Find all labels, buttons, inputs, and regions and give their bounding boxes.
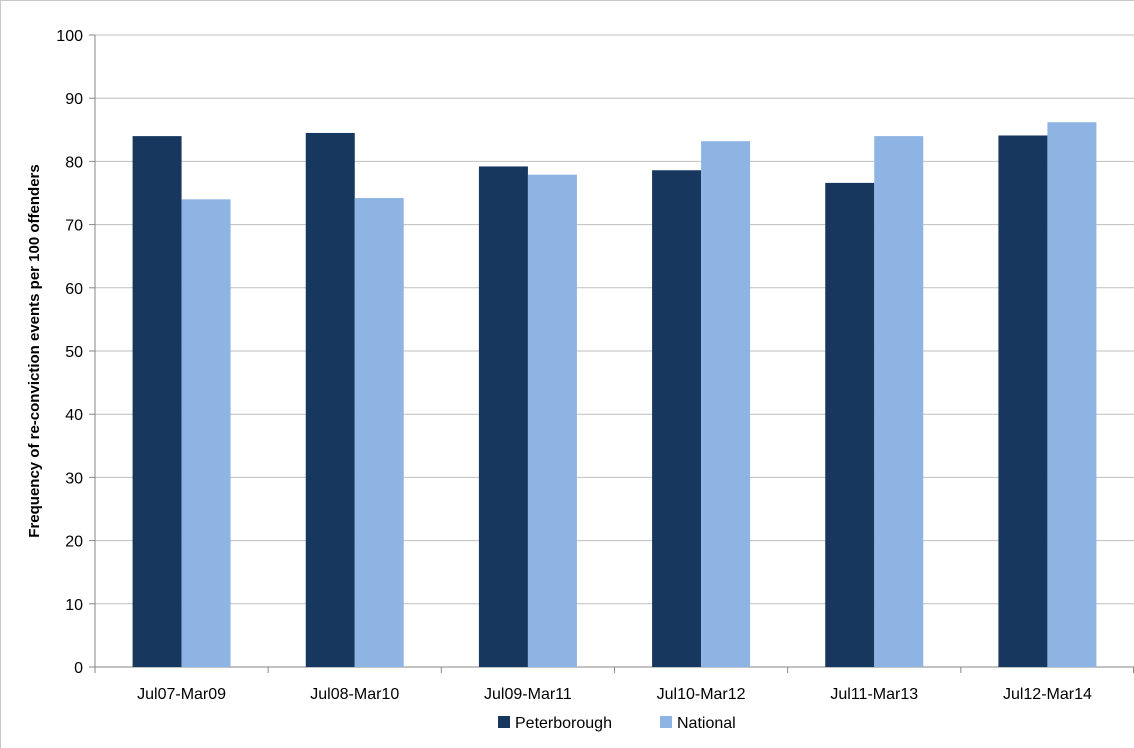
legend: Peterborough National xyxy=(498,715,736,732)
y-tick-label: 30 xyxy=(65,470,83,487)
y-tick-label: 80 xyxy=(65,154,83,171)
x-tick-label: Jul07-Mar09 xyxy=(137,686,226,703)
bar-peterborough xyxy=(825,182,875,667)
bars xyxy=(132,122,1097,668)
bar-peterborough xyxy=(305,132,355,667)
y-tick-label: 100 xyxy=(56,28,83,45)
bar-national xyxy=(701,141,751,667)
y-tick-label: 50 xyxy=(65,344,83,361)
gridlines xyxy=(95,34,1134,605)
bar-peterborough xyxy=(652,170,702,668)
x-tick-label: Jul09-Mar11 xyxy=(484,686,572,703)
y-tick-label: 90 xyxy=(65,91,83,108)
x-tick-label: Jul10-Mar12 xyxy=(657,686,746,703)
bar-national xyxy=(527,174,577,667)
bar-peterborough xyxy=(998,135,1048,667)
y-axis-title: Frequency of re-conviction events per 10… xyxy=(26,164,43,537)
legend-swatch-peterborough xyxy=(498,716,510,728)
x-tick-label: Jul11-Mar13 xyxy=(830,686,918,703)
legend-swatch-national xyxy=(660,716,672,728)
legend-label-national: National xyxy=(677,715,736,732)
y-tick-label: 40 xyxy=(65,407,83,424)
tick-labels: 0 10 20 30 40 50 60 70 80 90 100 Jul07-Mar09 Jul08-M… xyxy=(56,28,1092,703)
y-tick-label: 70 xyxy=(65,218,83,235)
y-tick-label: 0 xyxy=(74,660,83,677)
y-tick-label: 10 xyxy=(65,597,83,614)
x-tick-label: Jul08-Mar10 xyxy=(310,686,399,703)
y-tick-label: 20 xyxy=(65,534,83,551)
y-tick-label: 60 xyxy=(65,281,83,298)
legend-label-peterborough: Peterborough xyxy=(515,715,612,732)
bar-national xyxy=(1047,122,1097,667)
bar-national xyxy=(181,199,231,667)
axes xyxy=(89,34,1134,673)
x-tick-label: Jul12-Mar14 xyxy=(1003,686,1092,703)
bar-national xyxy=(354,198,404,667)
bar-peterborough xyxy=(478,166,528,667)
bar-national xyxy=(874,136,924,667)
bar-peterborough xyxy=(132,136,182,667)
